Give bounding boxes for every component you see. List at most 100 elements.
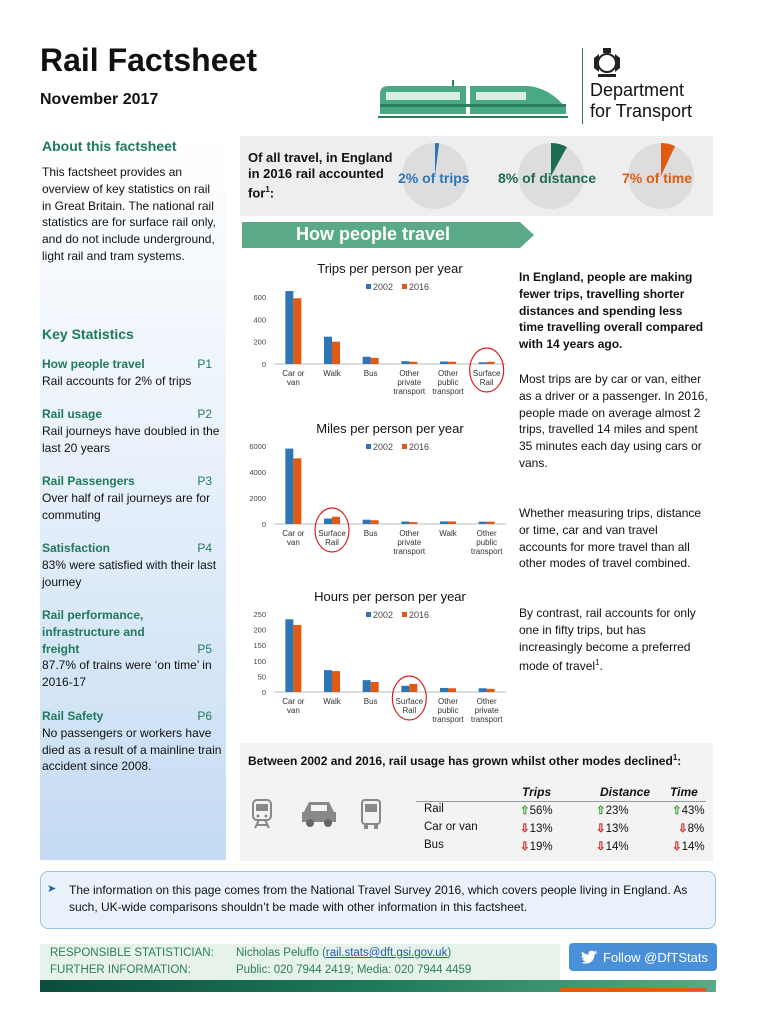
legend-swatch-2016 — [402, 444, 407, 449]
narrative-paragraph-2: Whether measuring trips, distance or tim… — [519, 506, 702, 571]
bar-2002 — [324, 518, 332, 524]
x-tick-label: Bus — [364, 697, 378, 706]
chart-miles: Miles per person per year 2002 2016 0 2000 40… — [244, 418, 512, 568]
sidebar: About this factsheet This factsheet prov… — [40, 136, 226, 860]
highlight-circle — [391, 675, 427, 721]
key-stat-rail-performance[interactable]: Rail performance, infrastructure and fre… — [42, 608, 212, 690]
growth-row-bus: Bus ⇩19% ⇩14% ⇩14% — [424, 839, 705, 853]
rail-share-summary: Of all travel, in England in 2016 rail a… — [240, 136, 713, 216]
arrow-icon: ➤ — [47, 883, 57, 895]
chart-hours: Hours per person per year 2002 2016 0 50 100 1… — [244, 586, 512, 736]
x-tick-label: Walk — [323, 369, 341, 378]
x-tick-label: Rail — [480, 378, 494, 387]
publication-date: November 2017 — [40, 91, 159, 108]
pie-time-label: 7% of time — [622, 170, 693, 186]
legend-swatch-2016 — [402, 284, 407, 289]
x-tick-label: public — [476, 538, 497, 547]
bar-2016 — [486, 361, 495, 364]
x-tick-label: Surface — [318, 529, 346, 538]
legend-swatch-2016 — [402, 612, 407, 617]
pie-slice — [435, 143, 440, 176]
data-source-note: ➤ The information on this page comes fro… — [40, 871, 716, 929]
x-tick-label: transport — [394, 387, 426, 396]
x-tick-label: transport — [432, 715, 464, 724]
pie-slice — [551, 143, 567, 176]
x-tick-label: private — [397, 378, 422, 387]
x-tick-label: Walk — [439, 529, 457, 538]
y-tick-label: 400 — [253, 315, 266, 324]
bar-2002 — [478, 521, 487, 524]
page-title: Rail Factsheet — [40, 42, 257, 78]
x-tick-label: Other — [438, 369, 458, 378]
key-statistics-heading: Key Statistics — [42, 326, 134, 342]
bar-2016 — [293, 624, 302, 692]
bar-2002 — [401, 361, 410, 364]
bar-2002 — [401, 521, 410, 524]
key-stat-rail-usage[interactable]: Rail usage P2 Rail journeys have doubled … — [42, 407, 220, 455]
x-tick-label: private — [397, 538, 422, 547]
growth-table: Trips Distance Time Rail ⇧56% ⇧23% ⇧43% … — [416, 783, 706, 855]
bar-2002 — [440, 361, 448, 364]
x-tick-label: public — [438, 706, 459, 715]
page-ref: P4 — [197, 541, 212, 555]
x-tick-label: van — [287, 378, 300, 387]
bar-2016 — [448, 521, 456, 524]
x-tick-label: Other — [477, 529, 497, 538]
twitter-follow-button[interactable]: Follow @DfTStats — [569, 943, 717, 971]
key-stat-satisfaction[interactable]: Satisfaction P4 83% were satisfied with t… — [42, 541, 217, 589]
y-tick-label: 4000 — [249, 468, 266, 477]
about-heading: About this factsheet — [42, 138, 177, 154]
x-tick-label: transport — [432, 387, 464, 396]
y-tick-label: 200 — [253, 626, 266, 635]
x-tick-label: private — [475, 706, 500, 715]
chart-trips: Trips per person per year 2002 2016 0 200 400… — [244, 258, 512, 406]
page-ref: P5 — [197, 642, 212, 656]
chart-title: Hours per person per year — [314, 589, 466, 604]
x-tick-label: Rail — [325, 538, 339, 547]
bar-2002 — [440, 521, 448, 524]
bar-2016 — [370, 357, 379, 364]
pie-time — [628, 143, 694, 209]
bar-2016 — [486, 521, 495, 524]
department-name: Department for Transport — [590, 80, 693, 121]
bar-2016 — [409, 683, 418, 692]
narrative-paragraph-1: Most trips are by car or van, either as … — [519, 372, 708, 470]
section-banner — [242, 222, 534, 248]
bar-2002 — [362, 680, 371, 692]
footer-contact: RESPONSIBLE STATISTICIAN: Nicholas Peluf… — [40, 944, 560, 980]
bar-2016 — [293, 458, 302, 524]
growth-row-rail: Rail ⇧56% ⇧23% ⇧43% — [424, 803, 705, 817]
legend-swatch-2002 — [366, 612, 371, 617]
y-tick-label: 100 — [253, 657, 266, 666]
bar-2002 — [285, 291, 294, 364]
x-tick-label: Other — [399, 369, 419, 378]
bar-2016 — [409, 361, 418, 364]
about-text: This factsheet provides an overview of k… — [42, 165, 216, 263]
highlight-circle — [314, 507, 350, 553]
key-stat-how-people-travel[interactable]: How people travel P1 Rail accounts for 2%… — [42, 357, 212, 388]
email-link[interactable]: rail.stats@dft.gsi.gov.uk — [325, 947, 448, 959]
bar-2016 — [486, 688, 495, 692]
legend-label-2016: 2016 — [409, 282, 429, 292]
bar-2002 — [362, 519, 371, 524]
key-stat-rail-passengers[interactable]: Rail Passengers P3 Over half of rail jour… — [42, 474, 212, 522]
y-tick-label: 0 — [262, 688, 266, 697]
y-tick-label: 50 — [258, 672, 266, 681]
y-tick-label: 250 — [253, 610, 266, 619]
pie-slice — [661, 143, 676, 176]
x-tick-label: Surface — [396, 697, 424, 706]
car-icon — [302, 802, 336, 827]
legend-label-2002: 2002 — [373, 282, 393, 292]
legend-label-2002: 2002 — [373, 442, 393, 452]
pie-trips-label: 2% of trips — [398, 170, 470, 186]
chart-title: Miles per person per year — [316, 421, 464, 436]
x-tick-label: Bus — [364, 369, 378, 378]
y-tick-label: 200 — [253, 338, 266, 347]
x-tick-label: Surface — [473, 369, 501, 378]
royal-crest-icon — [594, 48, 620, 77]
key-stat-rail-safety[interactable]: Rail Safety P6 No passengers or workers h… — [42, 709, 222, 774]
page-ref: P3 — [197, 474, 212, 488]
x-tick-label: transport — [394, 547, 426, 556]
y-tick-label: 150 — [253, 641, 266, 650]
bar-2016 — [332, 341, 340, 364]
